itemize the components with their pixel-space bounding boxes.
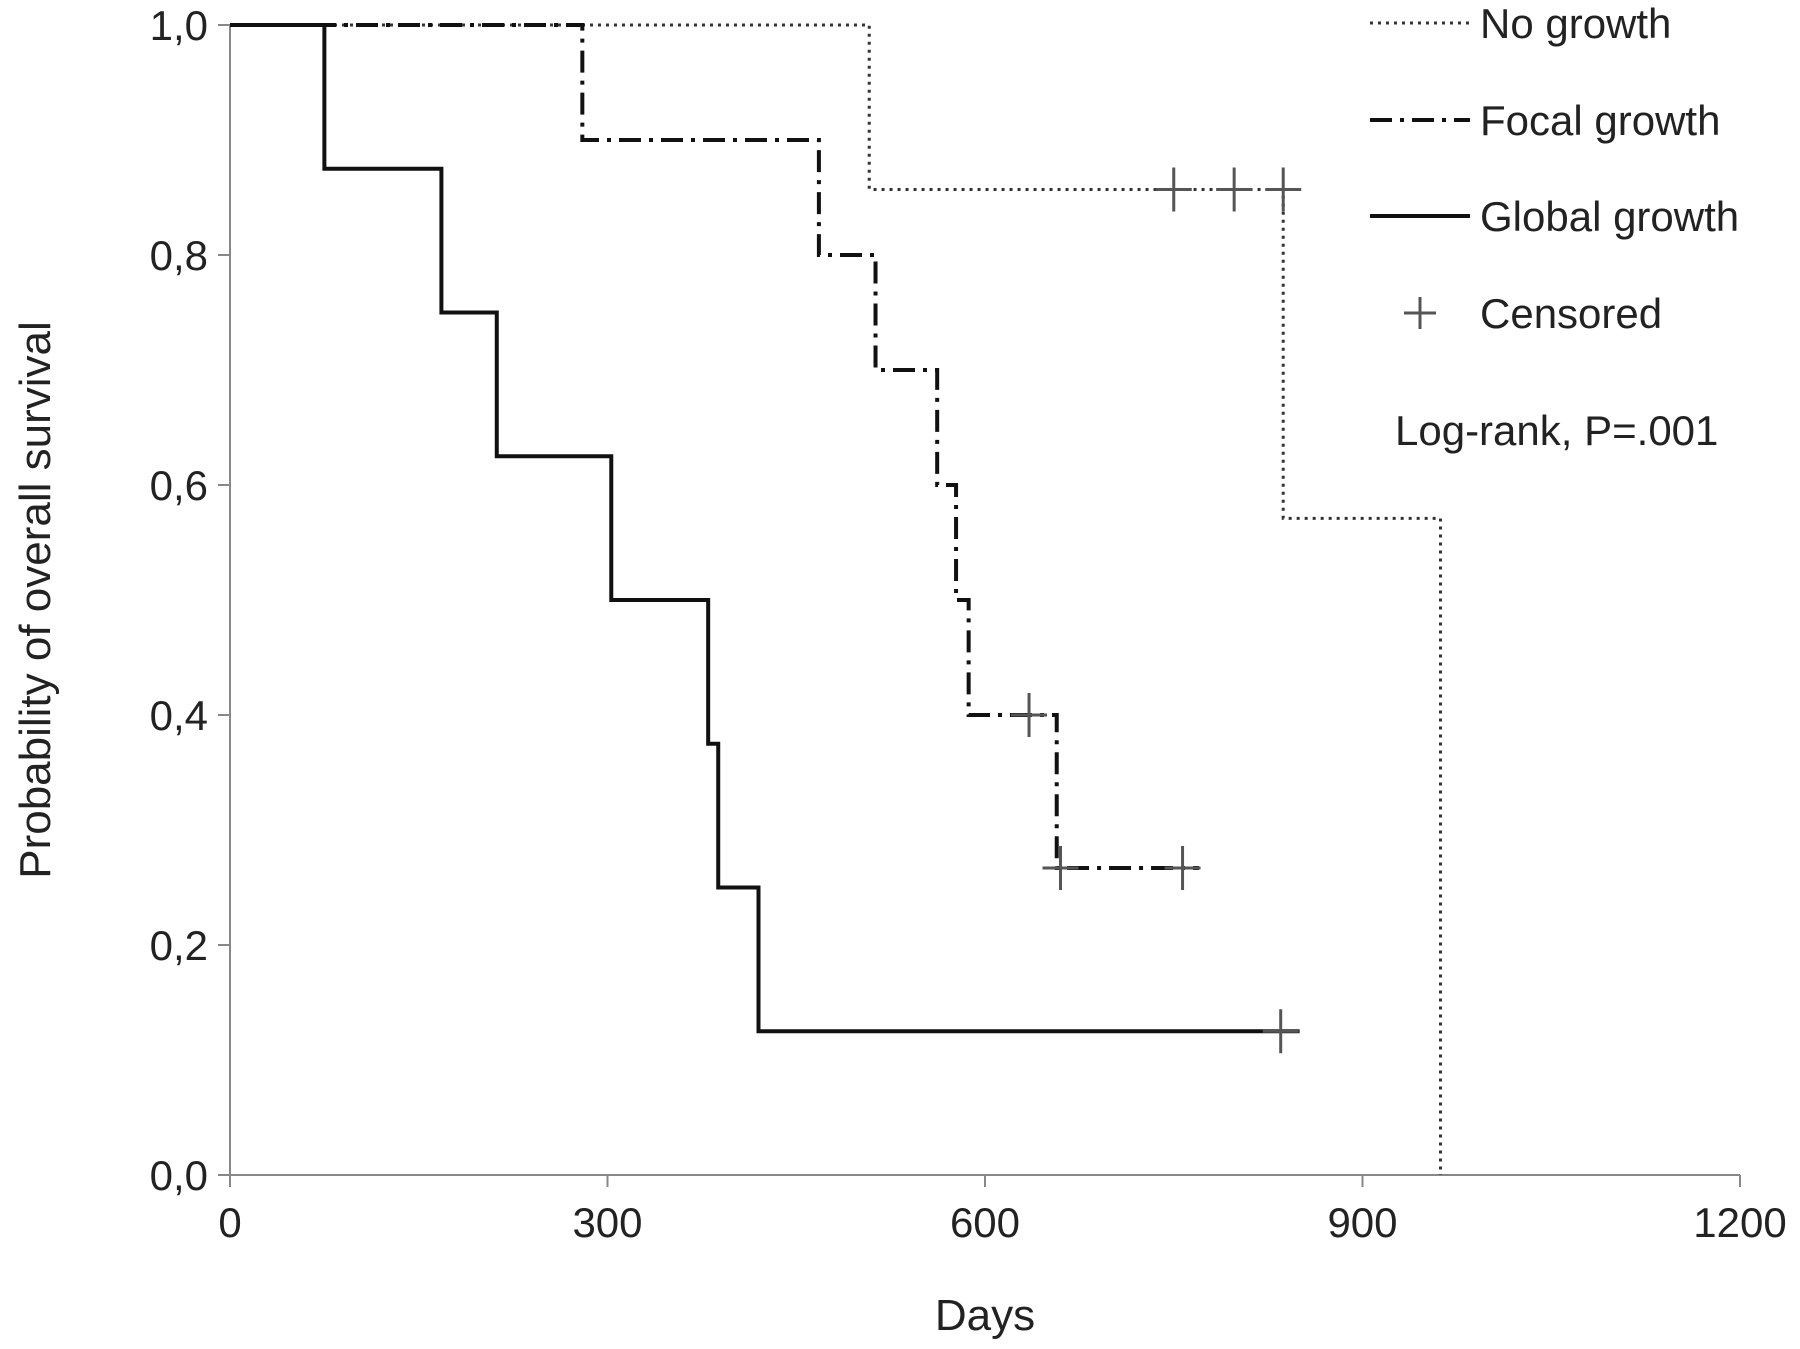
y-tick-label: 0,4 — [150, 692, 208, 739]
censored-marker — [1216, 167, 1253, 212]
y-axis-title: Probability of overall survival — [11, 321, 60, 879]
x-tick-label: 1200 — [1693, 1199, 1786, 1246]
x-axis-title: Days — [935, 1291, 1035, 1340]
y-tick-label: 0,0 — [150, 1152, 208, 1199]
legend-label-global-growth: Global growth — [1480, 193, 1739, 240]
series-line-1 — [230, 23, 1443, 1175]
censor-markers — [1011, 167, 1302, 1054]
x-tick-label: 900 — [1327, 1199, 1397, 1246]
log-rank-annotation: Log-rank, P=.001 — [1395, 407, 1718, 454]
censored-marker — [1042, 845, 1079, 890]
y-tick-label: 1,0 — [150, 2, 208, 49]
censored-marker — [1164, 845, 1201, 890]
series-line-3 — [230, 23, 1300, 1034]
censored-marker — [1265, 167, 1302, 212]
legend-label-no-growth: No growth — [1480, 0, 1671, 47]
plot-area: 0 300 600 900 1200 0,0 0,2 0,4 0,6 0,8 1,0 — [150, 2, 1787, 1246]
y-tick-label: 0,2 — [150, 922, 208, 969]
y-tick-label: 0,8 — [150, 232, 208, 279]
censored-marker — [1155, 167, 1192, 212]
legend-label-focal-growth: Focal growth — [1480, 97, 1720, 144]
x-axis-ticks: 0 300 600 900 1200 — [218, 1175, 1787, 1246]
x-tick-label: 0 — [218, 1199, 241, 1246]
legend-label-censored: Censored — [1480, 290, 1662, 337]
y-tick-label: 0,6 — [150, 462, 208, 509]
x-tick-label: 600 — [950, 1199, 1020, 1246]
x-tick-label: 300 — [572, 1199, 642, 1246]
legend: No growth Focal growth Global growth Cen… — [1370, 0, 1739, 337]
censored-marker — [1262, 1009, 1299, 1054]
series-layer — [230, 23, 1443, 1175]
censored-marker — [1011, 693, 1048, 737]
legend-censored-icon — [1404, 297, 1436, 329]
series-line-2 — [230, 23, 1199, 870]
y-axis-ticks: 0,0 0,2 0,4 0,6 0,8 1,0 — [150, 2, 230, 1199]
